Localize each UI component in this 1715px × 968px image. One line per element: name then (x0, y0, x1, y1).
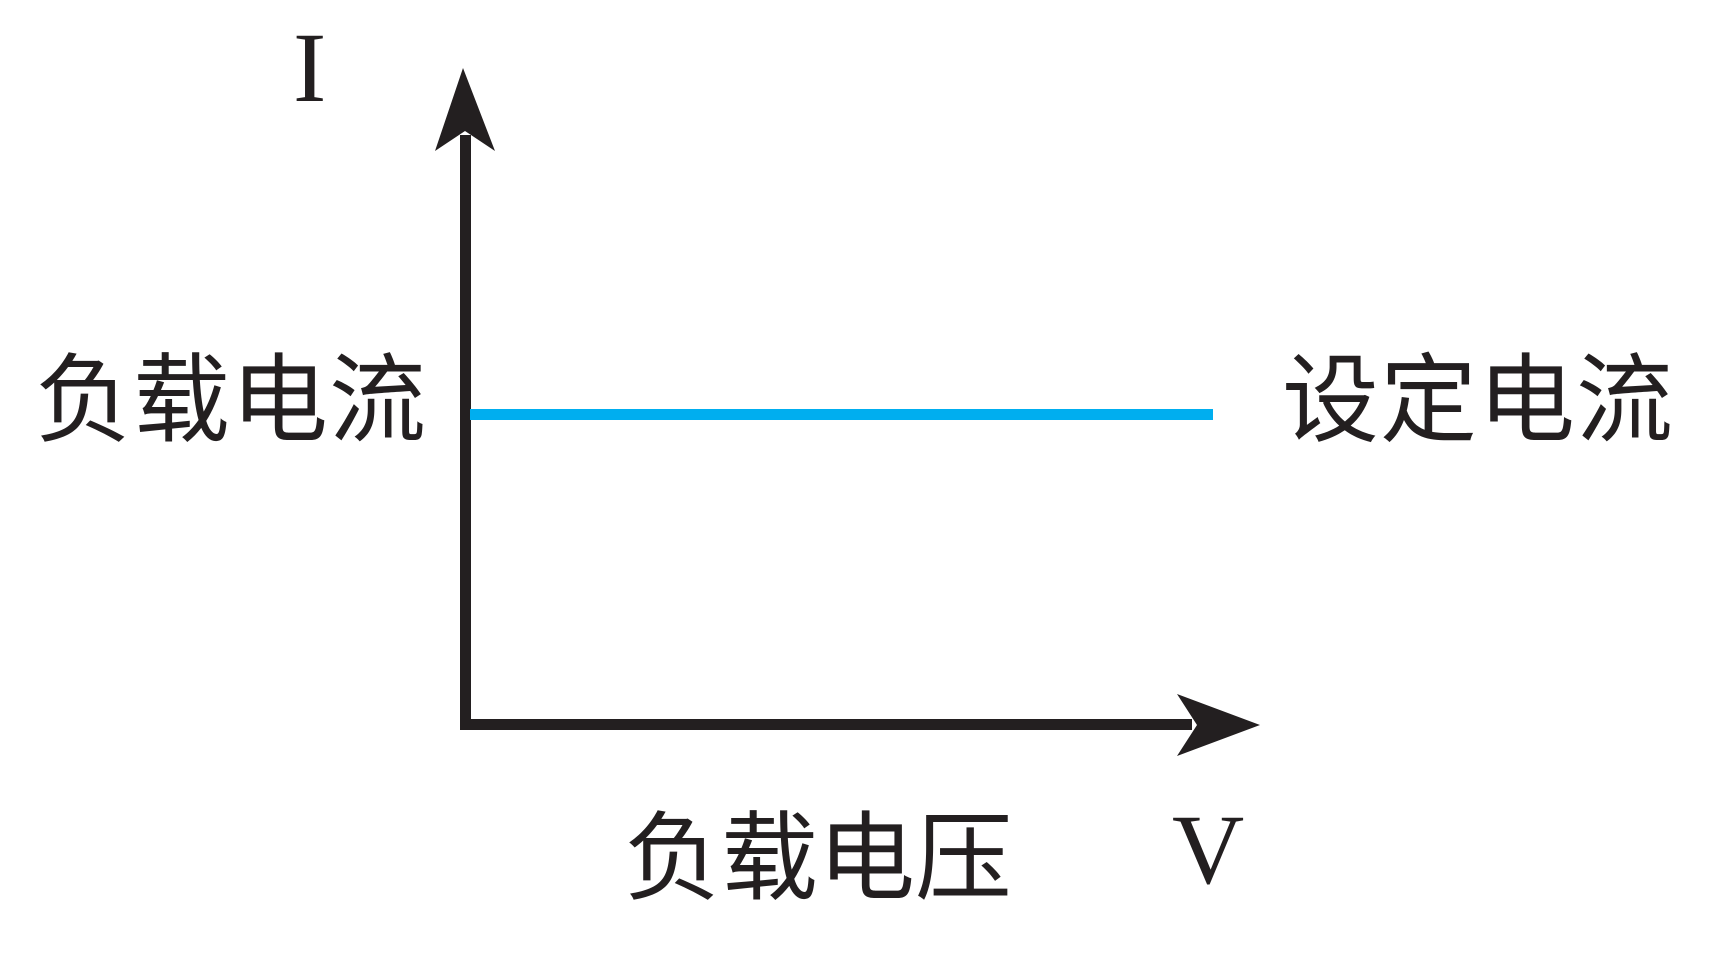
x-axis-symbol: V (1172, 794, 1245, 905)
y-axis-arrowhead (435, 68, 495, 151)
x-axis-arrowhead (1177, 694, 1260, 756)
load-current-label: 负载电流 (35, 346, 427, 455)
load-voltage-label: 负载电压 (624, 804, 1012, 913)
set-current-label: 设定电流 (1282, 346, 1674, 455)
y-axis-symbol: I (293, 12, 327, 123)
